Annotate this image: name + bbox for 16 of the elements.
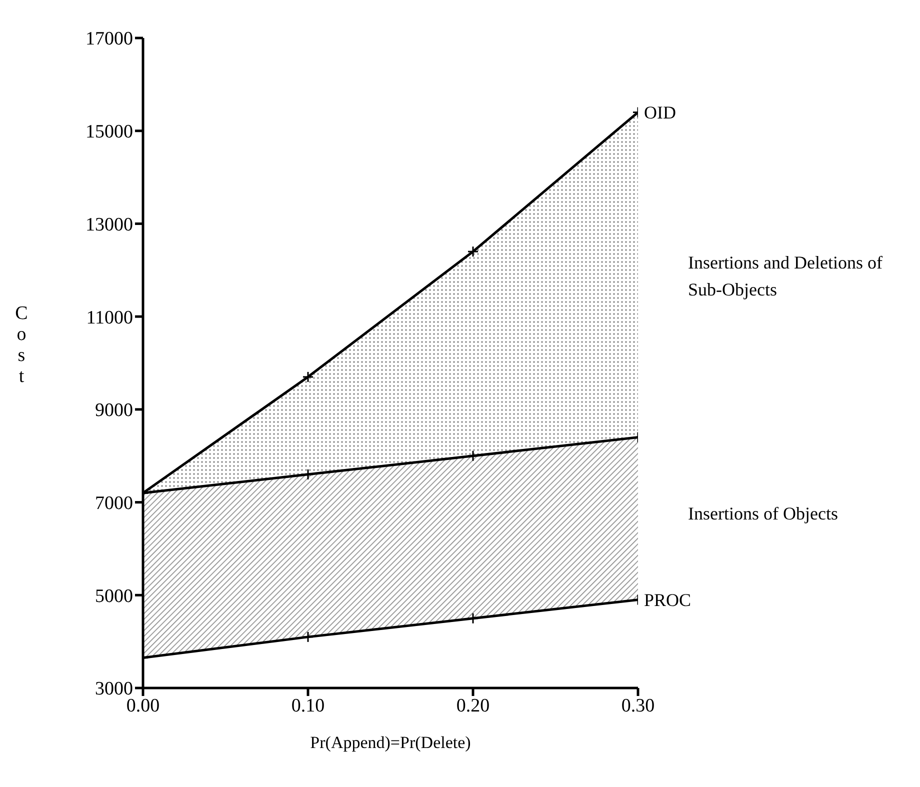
text: Insertions and Deletions of Sub-Objects (688, 251, 884, 302)
text: Insertions of Objects (688, 502, 839, 526)
x-tick-label: 0.10 (291, 695, 325, 716)
x-axis-title: Pr(Append)=Pr(Delete) (310, 733, 471, 752)
y-tick-label: 7000 (95, 493, 133, 514)
series-label: OID (644, 102, 676, 122)
y-axis-title: Cost (11, 303, 32, 387)
y-tick-label: 15000 (86, 122, 133, 143)
series-label: PROC (644, 590, 692, 610)
y-tick-label: 13000 (86, 214, 133, 236)
y-tick-label: 5000 (95, 586, 133, 607)
y-tick-label: 9000 (95, 400, 133, 422)
x-tick-label: 0.30 (621, 695, 655, 716)
x-tick-label: 0.20 (456, 695, 490, 716)
y-tick-label: 11000 (86, 307, 133, 328)
y-tick-label: 17000 (86, 28, 133, 50)
